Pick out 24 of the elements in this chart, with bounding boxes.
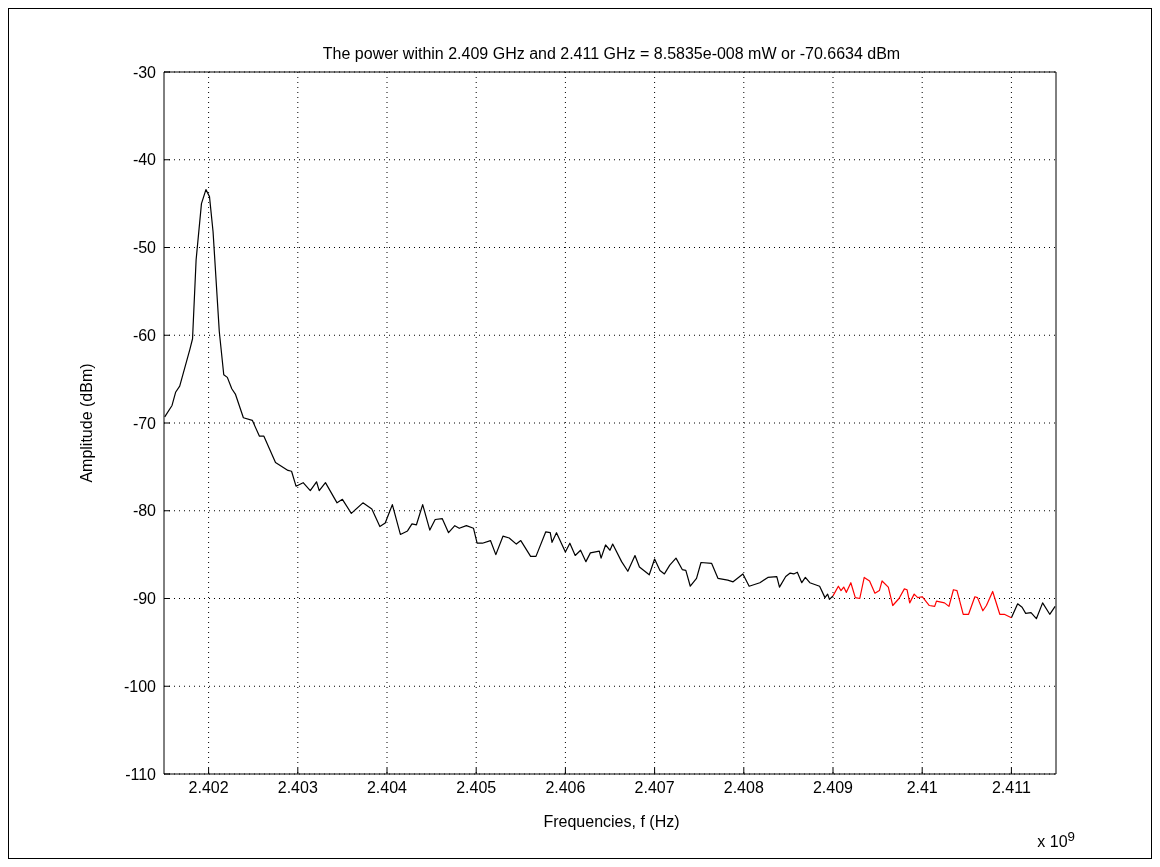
x-tick-label: 2.406 xyxy=(545,779,586,797)
x-tick-label: 2.405 xyxy=(456,779,497,797)
y-tick-label: -80 xyxy=(132,502,157,520)
x-tick-label: 2.407 xyxy=(634,779,675,797)
line-series xyxy=(832,576,1012,619)
y-tick-label: -90 xyxy=(132,590,157,608)
x-tick-label: 2.402 xyxy=(188,779,229,797)
x-tick-label: 2.41 xyxy=(906,779,938,797)
y-tick-label: -100 xyxy=(123,677,157,695)
x-tick-label: 2.409 xyxy=(812,779,854,797)
chart-title: The power within 2.409 GHz and 2.411 GHz = 8.5835e-008 mW or -70.6634 dBm xyxy=(321,45,902,63)
x-tick-label: 2.408 xyxy=(723,779,764,797)
x-tick-label: 2.411 xyxy=(991,779,1031,797)
y-tick-label: -110 xyxy=(125,765,157,783)
x-tick-label: 2.403 xyxy=(277,779,318,797)
x-axis-title: Frequencies, f (Hz) xyxy=(542,813,681,831)
text: x 10$^{9}$ xyxy=(1037,829,1075,852)
y-tick-label: -50 xyxy=(132,239,157,257)
y-tick-label: -70 xyxy=(132,414,157,432)
x-tick-label: 2.404 xyxy=(366,779,408,797)
y-axis-title: Amplitude (dBm) xyxy=(78,363,96,483)
y-tick-label: -30 xyxy=(132,63,157,81)
y-tick-label: -40 xyxy=(132,151,157,169)
y-tick-label: -60 xyxy=(132,326,157,344)
